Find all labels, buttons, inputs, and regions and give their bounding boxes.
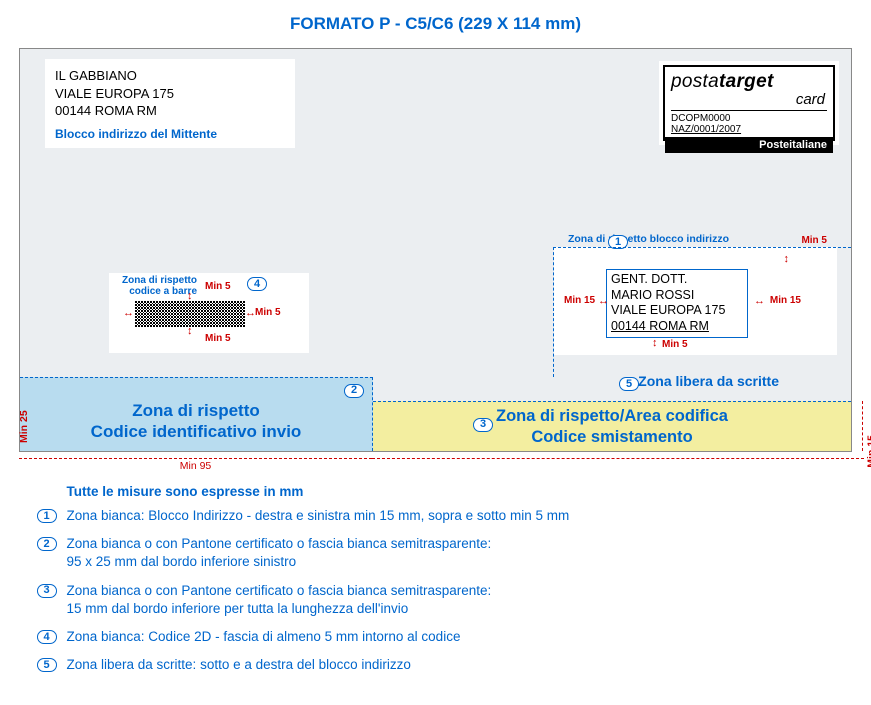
addr-caption: Zona di rispetto blocco indirizzo <box>568 234 729 245</box>
sender-caption: Blocco indirizzo del Mittente <box>55 126 285 142</box>
dash-dim <box>862 401 863 451</box>
callout-2: 2 <box>344 384 364 398</box>
addr-line: VIALE EUROPA 175 <box>611 303 743 319</box>
legend-text: Zona bianca o con Pantone certificato o … <box>67 582 492 618</box>
stamp-footer: Posteitaliane <box>665 137 833 153</box>
dim-min5: Min 5 <box>662 339 688 350</box>
zone5-label: Zona libera da scritte <box>638 373 779 389</box>
dim-min5: Min 5 <box>255 307 281 318</box>
legend-callout-1: 1 <box>37 509 57 523</box>
zone2-l2: Codice identificativo invio <box>20 421 372 442</box>
envelope-diagram: IL GABBIANO VIALE EUROPA 175 00144 ROMA … <box>19 48 852 452</box>
dim-min5: Min 5 <box>801 235 827 246</box>
dim-min5: Min 5 <box>205 333 231 344</box>
legend-callout-3: 3 <box>37 584 57 598</box>
legend-callout-4: 4 <box>37 630 57 644</box>
legend-callout-2: 2 <box>37 537 57 551</box>
zone2-l1: Zona di rispetto <box>20 400 372 421</box>
sender-block: IL GABBIANO VIALE EUROPA 175 00144 ROMA … <box>45 59 295 148</box>
legend-callout-5: 5 <box>37 658 57 672</box>
addr-line: GENT. DOTT. <box>611 272 743 288</box>
zone3-l2: Codice smistamento <box>373 427 851 448</box>
callout-3: 3 <box>473 418 493 432</box>
legend-text: Zona bianca: Codice 2D - fascia di almen… <box>67 628 461 646</box>
dim-min15: Min 15 <box>564 295 595 306</box>
stamp-brand-pre: posta <box>671 71 719 92</box>
dash-dim <box>19 458 372 459</box>
sender-line: IL GABBIANO <box>55 67 285 85</box>
stamp-code1: DCOPM0000 <box>665 113 833 124</box>
stamp-code2: NAZ/0001/2007 <box>665 124 833 135</box>
legend: Tutte le misure sono espresse in mm 1 Zon… <box>31 484 841 675</box>
addressee-zone: Zona di rispetto blocco indirizzo 1 GENT… <box>554 247 837 355</box>
zone-2: 2 Zona di rispetto Codice identificativo… <box>20 377 373 451</box>
page-title: FORMATO P - C5/C6 (229 X 114 mm) <box>12 14 859 34</box>
dim-min15: Min 15 <box>770 295 801 306</box>
sender-line: 00144 ROMA RM <box>55 102 285 120</box>
dim-min25: Min 25 <box>18 410 30 443</box>
dash-dim <box>372 458 864 459</box>
dim-min5: Min 5 <box>205 281 231 292</box>
stamp-card: card <box>665 91 833 108</box>
barcode-zone: Zona di rispetto codice a barre 4 Min 5 … <box>109 273 309 353</box>
callout-5: 5 <box>619 377 639 391</box>
callout-4: 4 <box>247 277 267 291</box>
legend-text: Zona bianca o con Pantone certificato o … <box>67 535 492 571</box>
dim-min15r: Min 15 <box>866 435 871 468</box>
addr-line: 00144 ROMA RM <box>611 319 743 335</box>
legend-text: Zona libera da scritte: sotto e a destra… <box>67 656 411 674</box>
dash-guide <box>553 247 554 377</box>
stamp-brand-bold: target <box>719 71 774 92</box>
zone-3: 3 Zona di rispetto/Area codifica Codice … <box>373 401 851 451</box>
legend-text: Zona bianca: Blocco Indirizzo - destra e… <box>67 507 570 525</box>
barcode-2d-icon <box>135 301 245 327</box>
barcode-caption: Zona di rispetto codice a barre <box>105 275 197 297</box>
sender-line: VIALE EUROPA 175 <box>55 85 285 103</box>
postage-stamp: postatarget card DCOPM0000 NAZ/0001/2007… <box>659 61 839 145</box>
zone3-l1: Zona di rispetto/Area codifica <box>373 406 851 427</box>
addressee-box: GENT. DOTT. MARIO ROSSI VIALE EUROPA 175… <box>606 269 748 338</box>
dim-min95: Min 95 <box>19 460 372 472</box>
legend-heading: Tutte le misure sono espresse in mm <box>67 484 841 499</box>
dash-guide <box>553 247 851 248</box>
addr-line: MARIO ROSSI <box>611 288 743 304</box>
